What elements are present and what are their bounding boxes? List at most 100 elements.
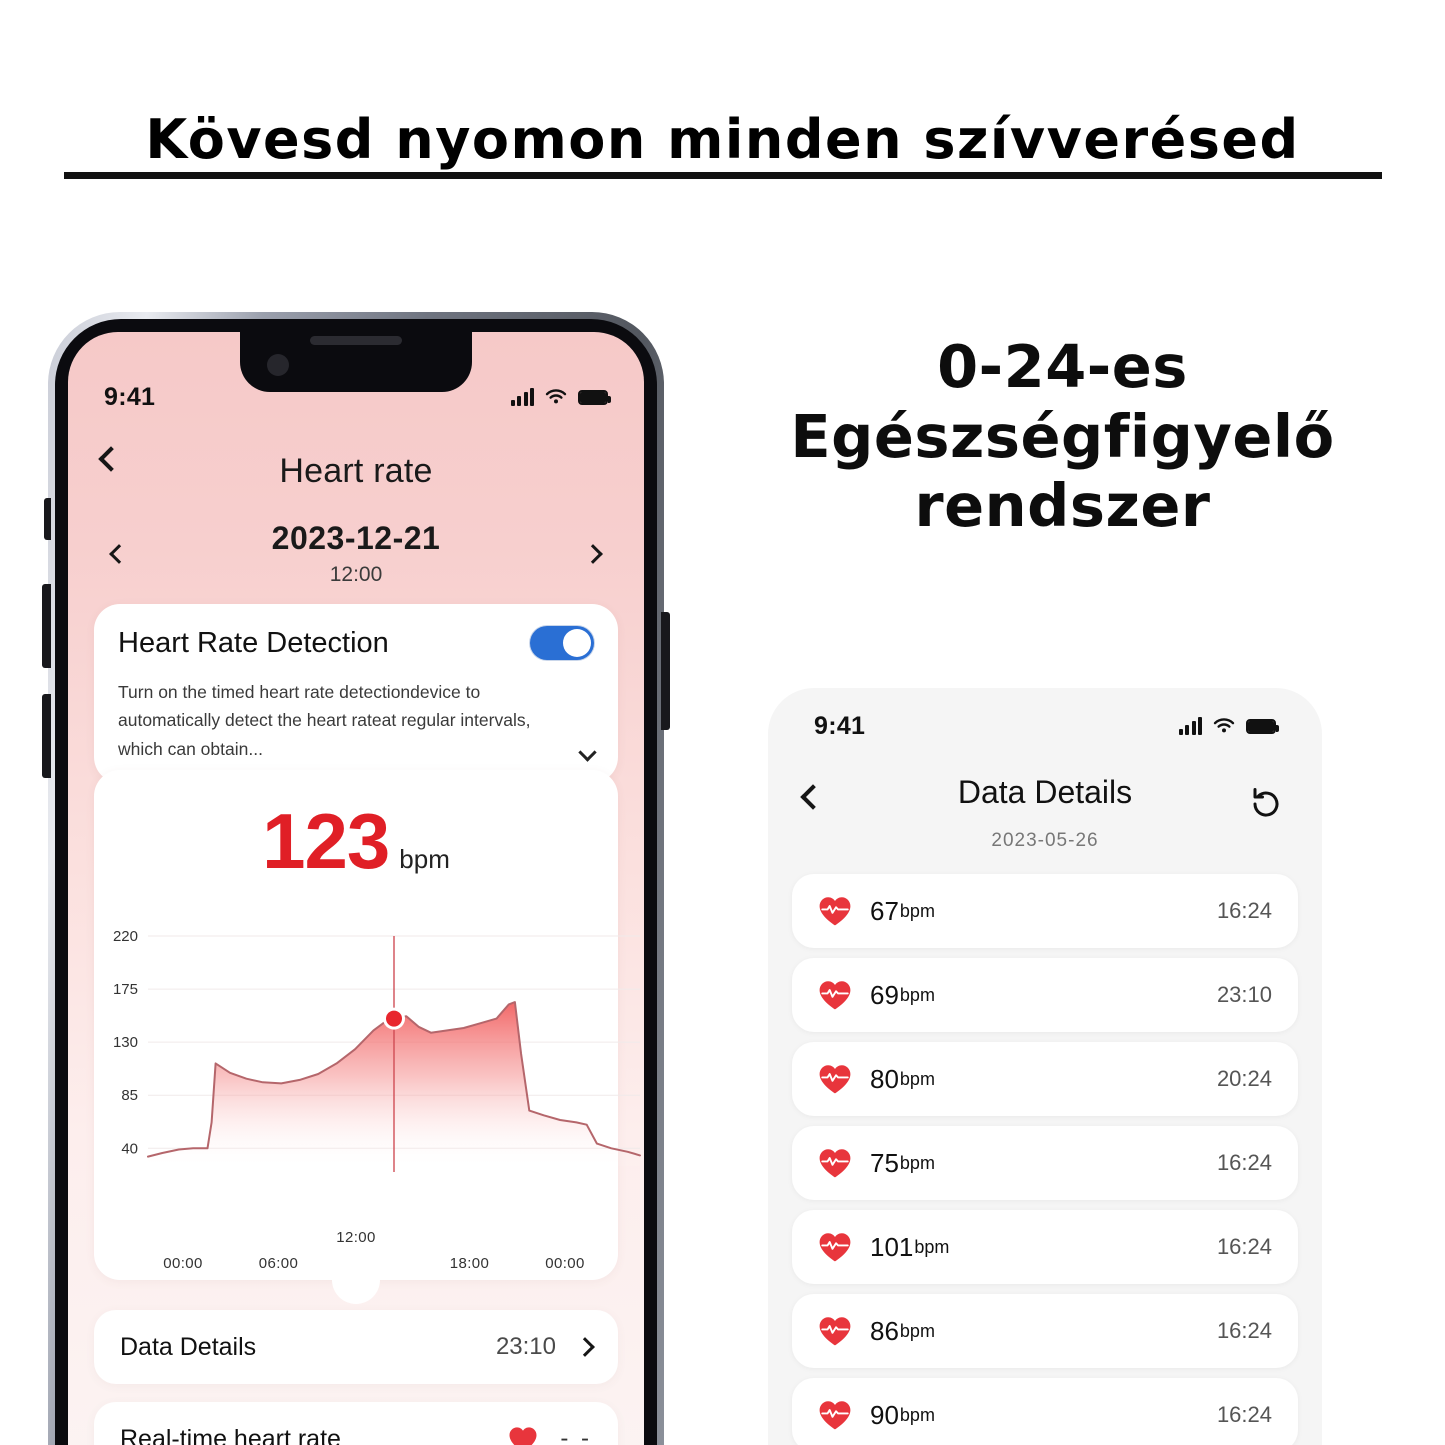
prev-day-button[interactable] <box>109 543 129 564</box>
status-time: 9:41 <box>814 711 866 740</box>
nav-bar: Heart rate <box>68 440 644 502</box>
power-button[interactable] <box>661 612 670 730</box>
promo-line-1: 0-24-es <box>937 332 1188 401</box>
data-details-label: Data Details <box>120 1332 257 1361</box>
battery-icon <box>578 389 611 405</box>
data-details-value: 23:10 <box>495 1333 556 1360</box>
heart-icon <box>509 1426 537 1445</box>
screen-title: Heart rate <box>279 451 433 490</box>
data-details-row[interactable]: Data Details 23:10 <box>94 1310 618 1384</box>
refresh-button[interactable] <box>1246 784 1286 829</box>
record-time: 23:10 <box>1216 982 1272 1007</box>
heart-rate-record-item[interactable]: 86 bpm 16:24 <box>792 1294 1298 1368</box>
next-day-button[interactable] <box>583 543 603 564</box>
rotate-ccw-icon <box>1253 788 1279 817</box>
heart-rate-icon <box>819 981 851 1010</box>
heart-rate-record-item[interactable]: 90 bpm 16:24 <box>792 1378 1298 1445</box>
svg-text:85: 85 <box>121 1087 138 1104</box>
x-tick-noon: 12:00 <box>336 1229 376 1246</box>
heart-rate-record-item[interactable]: 67 bpm 16:24 <box>792 874 1298 948</box>
record-bpm-unit: bpm <box>899 1404 935 1425</box>
realtime-right: - - <box>508 1425 592 1445</box>
date-navigator: 2023-12-21 12:00 <box>68 520 644 587</box>
promo-line-2: Egészségfigyelő <box>790 401 1335 471</box>
title-underline <box>64 172 1382 179</box>
selected-date: 2023-12-21 <box>271 520 441 556</box>
svg-text:130: 130 <box>113 1034 138 1051</box>
x-tick: 00:00 <box>545 1255 585 1272</box>
date-display: 2023-12-21 12:00 <box>126 520 586 587</box>
record-bpm-value: 80 <box>870 1063 899 1094</box>
record-bpm-value: 86 <box>870 1315 899 1346</box>
volume-down-button[interactable] <box>42 694 51 778</box>
screen-title: Data Details <box>957 774 1133 810</box>
wifi-icon <box>1213 718 1235 733</box>
phone-mockup-heart-rate: 9:41 Heart rate <box>42 312 670 1445</box>
signal-bars-icon <box>510 388 534 406</box>
detection-toggle[interactable] <box>530 626 594 660</box>
record-time: 16:24 <box>1216 898 1272 923</box>
notch <box>240 332 472 392</box>
records-date: 2023-05-26 <box>991 830 1099 851</box>
svg-text:220: 220 <box>113 928 138 945</box>
promo-line-3: rendszer <box>914 471 1211 541</box>
detection-header: Heart Rate Detection <box>118 626 594 660</box>
current-bpm: 123 bpm <box>94 770 618 887</box>
front-camera-icon <box>267 354 289 376</box>
status-icons <box>1178 717 1279 735</box>
record-bpm-value: 69 <box>870 979 899 1010</box>
chart-svg: 40 85 130 175 220 <box>113 928 641 1172</box>
page-title: Kövesd nyomon minden szívverésed <box>145 108 1300 171</box>
chevron-left-icon <box>98 446 124 472</box>
svg-text:175: 175 <box>113 981 138 998</box>
heart-rate-record-item[interactable]: 75 bpm 16:24 <box>792 1126 1298 1200</box>
nav-bar: Data Details <box>768 774 1322 846</box>
data-details-right: 23:10 <box>495 1333 595 1361</box>
record-time: 16:24 <box>1216 1402 1272 1427</box>
heart-rate-record-item[interactable]: 101 bpm 16:24 <box>792 1210 1298 1284</box>
record-bpm-value: 67 <box>870 895 899 926</box>
x-tick: 18:00 <box>449 1255 490 1272</box>
heart-rate-icon <box>819 897 851 926</box>
heart-rate-record-list[interactable]: 67 bpm 16:24 69 bpm 23:10 80 bpm 20:24 75 bpm 16:24… <box>792 874 1298 1445</box>
chevron-right-icon <box>583 543 603 564</box>
heart-rate-chart[interactable]: 40 85 130 175 220 <box>94 922 641 1222</box>
record-time: 16:24 <box>1216 1234 1272 1259</box>
record-bpm-unit: bpm <box>899 1068 935 1089</box>
x-tick: 06:00 <box>258 1255 299 1272</box>
detection-description: Turn on the timed heart rate detectionde… <box>118 678 597 763</box>
realtime-value: - - <box>560 1425 592 1445</box>
chevron-right-icon <box>575 1337 595 1357</box>
selected-time: 12:00 <box>329 563 383 586</box>
heart-rate-icon <box>819 1233 851 1262</box>
record-time: 20:24 <box>1216 1066 1272 1091</box>
heart-rate-record-item[interactable]: 69 bpm 23:10 <box>792 958 1298 1032</box>
status-bar: 9:41 <box>768 710 1322 742</box>
home-indicator-bump <box>332 1256 380 1304</box>
detection-title: Heart Rate Detection <box>118 626 389 659</box>
chevron-down-icon[interactable] <box>578 743 597 762</box>
volume-up-button[interactable] <box>42 584 51 668</box>
signal-bars-icon <box>1178 717 1202 735</box>
heart-rate-record-item[interactable]: 80 bpm 20:24 <box>792 1042 1298 1116</box>
earpiece-speaker-icon <box>310 336 402 345</box>
record-time: 16:24 <box>1216 1150 1272 1175</box>
detection-description-text: Turn on the timed heart rate detectionde… <box>118 682 531 759</box>
svg-text:40: 40 <box>121 1140 138 1157</box>
back-button[interactable] <box>98 446 124 472</box>
heart-rate-icon <box>819 1317 851 1346</box>
heart-rate-icon <box>819 1401 851 1430</box>
wifi-icon <box>545 389 567 404</box>
x-tick: 00:00 <box>163 1255 203 1272</box>
status-bar: 9:41 <box>68 380 644 414</box>
record-bpm-unit: bpm <box>899 1320 935 1341</box>
phone-mockup-data-details: 9:41 Data Details 2023-05-26 67 bpm 16: <box>768 688 1322 1445</box>
mute-switch-button[interactable] <box>44 498 51 540</box>
realtime-label: Real-time heart rate <box>120 1424 341 1445</box>
bpm-value: 123 <box>262 797 390 885</box>
heart-rate-detection-card: Heart Rate Detection Turn on the timed h… <box>94 604 618 784</box>
record-bpm-value: 101 <box>870 1231 914 1262</box>
realtime-heart-rate-row[interactable]: Real-time heart rate - - <box>94 1402 618 1445</box>
record-bpm-value: 75 <box>870 1147 899 1178</box>
